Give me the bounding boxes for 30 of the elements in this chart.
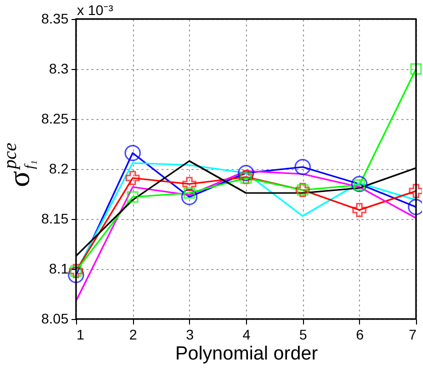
point xyxy=(181,188,198,206)
y-tick-label: 8.15 xyxy=(41,210,69,226)
y-tick-label: 8.35 xyxy=(41,10,69,26)
point xyxy=(68,266,84,284)
x-tick-label: 6 xyxy=(356,326,364,342)
point xyxy=(124,144,141,162)
text: x 10⁻³ xyxy=(77,2,114,18)
y-tick-label: 8.3 xyxy=(49,60,69,76)
x-tick-label: 5 xyxy=(299,326,308,342)
y-axis-title: σpcef₁ xyxy=(0,142,38,188)
point xyxy=(126,191,138,203)
x-tick-label: 4 xyxy=(242,326,251,342)
point xyxy=(408,184,422,198)
y-tick-label: 8.05 xyxy=(41,310,69,326)
point xyxy=(352,202,366,218)
point xyxy=(182,176,196,192)
x-axis-title: Polynomial order xyxy=(175,344,318,364)
point xyxy=(410,63,422,75)
point xyxy=(126,170,140,186)
point xyxy=(351,176,368,192)
y-tick-label: 8.25 xyxy=(41,110,69,126)
point xyxy=(294,158,311,176)
y-tick-label: 8.1 xyxy=(49,260,69,276)
x-tick-label: 2 xyxy=(129,326,138,342)
point xyxy=(238,164,254,182)
x-tick-label: 3 xyxy=(186,326,194,342)
y-tick-label: 8.2 xyxy=(49,160,69,176)
x-tick-label: 1 xyxy=(76,326,84,342)
x-tick-label: 7 xyxy=(408,326,417,342)
line-series xyxy=(75,170,417,302)
